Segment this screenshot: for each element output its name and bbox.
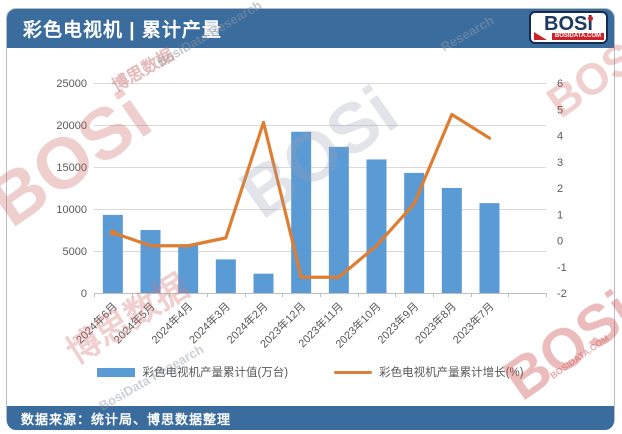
card-header: 彩色电视机 | 累计产量 BOSi BOSIDATA.COM bbox=[7, 9, 614, 48]
bosi-logo-triangle-icon bbox=[534, 32, 547, 40]
y-axis-right-tick-label: 1 bbox=[557, 209, 563, 221]
y-axis-left-tick-label: 20000 bbox=[56, 120, 87, 132]
growth-line bbox=[111, 112, 492, 279]
y-axis-right-tick-label: 2 bbox=[557, 183, 563, 195]
bar-2023年10月 bbox=[366, 159, 387, 293]
chart-legend: 彩色电视机产量累计值(万台) 彩色电视机产量累计增长(%) bbox=[7, 364, 614, 380]
bar-2024年3月 bbox=[215, 259, 236, 293]
legend-item-bars: 彩色电视机产量累计值(万台) bbox=[97, 364, 288, 380]
legend-bar-label: 彩色电视机产量累计值(万台) bbox=[142, 367, 289, 379]
data-source-text: 数据来源：统计局、博思数据整理 bbox=[21, 411, 232, 427]
y-axis-left-tick-label: 0 bbox=[81, 288, 87, 300]
y-axis-left-tick-label: 10000 bbox=[56, 204, 87, 216]
y-axis-right-tick-label: -1 bbox=[557, 262, 567, 274]
y-axis-left-tick-label: 25000 bbox=[56, 78, 87, 90]
bar-2023年8月 bbox=[441, 188, 462, 293]
y-axis-left-tick-label: 5000 bbox=[63, 246, 87, 258]
bar-2024年5月 bbox=[140, 230, 161, 293]
legend-line-swatch-icon bbox=[334, 370, 373, 374]
legend-line-label: 彩色电视机产量累计增长(%) bbox=[379, 367, 524, 379]
bar-2024年6月 bbox=[102, 214, 123, 293]
combo-chart: 0500010000150002000025000-2-101234562024… bbox=[56, 78, 567, 351]
y-axis-right-tick-label: 5 bbox=[557, 104, 563, 116]
bar-2024年4月 bbox=[178, 245, 199, 293]
y-axis-right-tick-label: 4 bbox=[557, 131, 563, 143]
bar-2023年11月 bbox=[328, 146, 349, 293]
chart-card: 彩色电视机 | 累计产量 BOSi BOSIDATA.COM 0 5000 1000… bbox=[6, 8, 615, 430]
bar-2023年7月 bbox=[479, 203, 500, 293]
bosi-logo-dot-icon bbox=[588, 16, 593, 21]
y-axis-left-tick-label: 15000 bbox=[56, 162, 87, 174]
chart-area: 0 5000 10000 15000 20000 25000 -2 -1 0 1 2 3 4 5 6 2024… bbox=[7, 48, 614, 406]
y-axis-right-tick-label: 3 bbox=[557, 157, 563, 169]
legend-item-line: 彩色电视机产量累计增长(%) bbox=[334, 364, 524, 380]
bar-2023年9月 bbox=[404, 172, 425, 293]
card-footer: 数据来源：统计局、博思数据整理 bbox=[7, 406, 614, 430]
y-axis-right-tick-label: 6 bbox=[557, 78, 563, 90]
bosi-logo-text: BOSi bbox=[544, 13, 593, 35]
y-axis-right-tick-label: 0 bbox=[557, 236, 563, 248]
page-title: 彩色电视机 | 累计产量 bbox=[23, 20, 222, 41]
growth-line-start-marker bbox=[109, 229, 117, 236]
y-axis-right-tick-label: -2 bbox=[557, 288, 567, 300]
legend-bar-swatch-icon bbox=[97, 367, 136, 377]
bosi-logo-site: BOSIDATA.COM bbox=[551, 33, 604, 40]
bar-2023年12月 bbox=[291, 131, 312, 293]
bar-2024年2月 bbox=[253, 273, 274, 293]
x-axis-label: 2023年7月 bbox=[450, 299, 497, 346]
bosi-logo: BOSi BOSIDATA.COM bbox=[529, 11, 608, 44]
